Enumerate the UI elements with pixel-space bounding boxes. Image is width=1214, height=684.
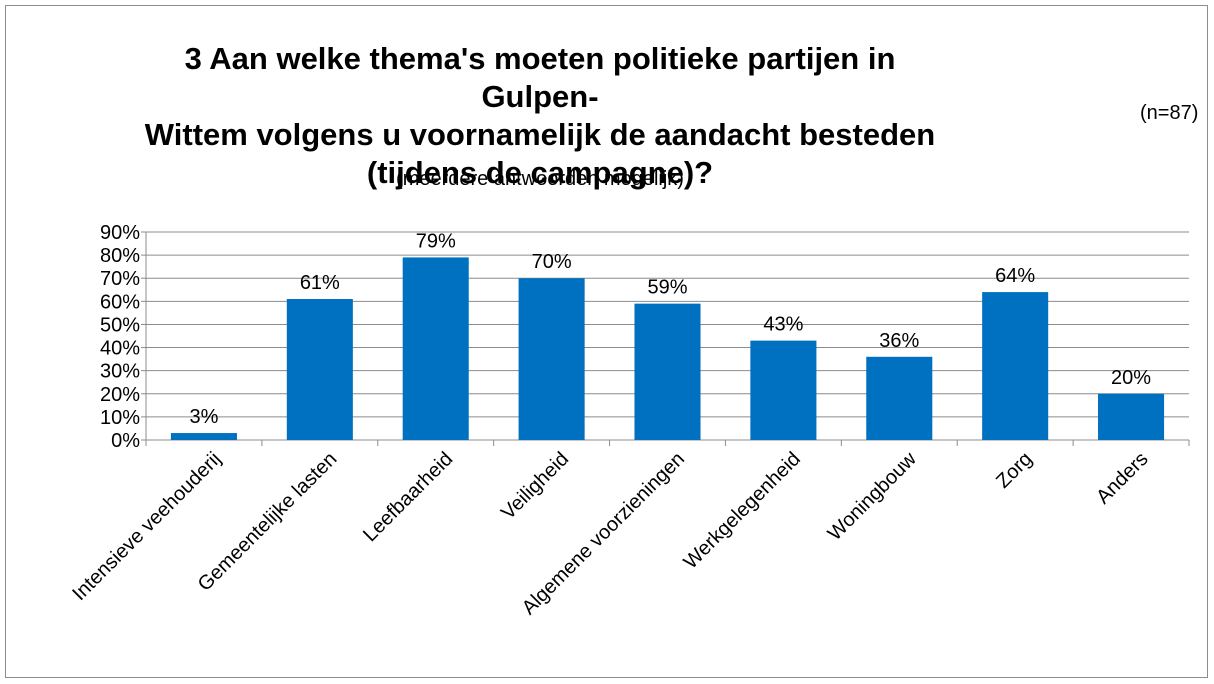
bar — [1098, 393, 1165, 440]
y-tick-label: 30% — [100, 361, 140, 383]
chart-title: 3 Aan welke thema's moeten politieke par… — [130, 40, 950, 192]
y-tick-label: 0% — [111, 430, 140, 452]
category-label: Anders — [1092, 448, 1152, 508]
category-label: Zorg — [992, 448, 1037, 493]
data-label: 43% — [763, 314, 803, 336]
bar — [402, 257, 469, 440]
chart-subtitle: (meerdere antwoorden mogelijk) — [396, 168, 684, 190]
category-label: Leefbaarheid — [359, 448, 457, 546]
y-tick-label: 70% — [100, 268, 140, 290]
y-tick-label: 10% — [100, 407, 140, 429]
bar — [634, 303, 701, 440]
y-tick-label: 20% — [100, 384, 140, 406]
bar — [750, 340, 817, 440]
chart-title-line-2: Wittem volgens u voornamelijk de aandach… — [144, 117, 936, 152]
data-label: 61% — [300, 272, 340, 294]
y-tick-label: 80% — [100, 245, 140, 267]
data-label: 70% — [532, 251, 572, 273]
data-label: 3% — [189, 406, 218, 428]
y-tick-label: 60% — [100, 291, 140, 313]
bar — [866, 356, 933, 440]
sample-size-label: (n=87) — [1140, 102, 1199, 124]
bar — [170, 433, 237, 440]
chart-title-line-3: (tijdens de campagne)? — [366, 155, 714, 190]
data-label: 20% — [1111, 367, 1151, 389]
bar — [286, 299, 353, 440]
y-tick-label: 90% — [100, 222, 140, 244]
chart-title-line-1: 3 Aan welke thema's moeten politieke par… — [184, 41, 896, 114]
data-label: 36% — [879, 330, 919, 352]
category-label: Veiligheid — [497, 448, 573, 524]
y-tick-label: 50% — [100, 314, 140, 336]
data-label: 64% — [995, 265, 1035, 287]
bar — [982, 292, 1049, 440]
bar — [518, 278, 585, 440]
category-label: Werkgelegenheid — [680, 448, 805, 573]
data-label: 79% — [416, 230, 456, 252]
data-label: 59% — [647, 277, 687, 299]
category-label: Woningbouw — [824, 448, 921, 545]
y-tick-label: 40% — [100, 338, 140, 360]
